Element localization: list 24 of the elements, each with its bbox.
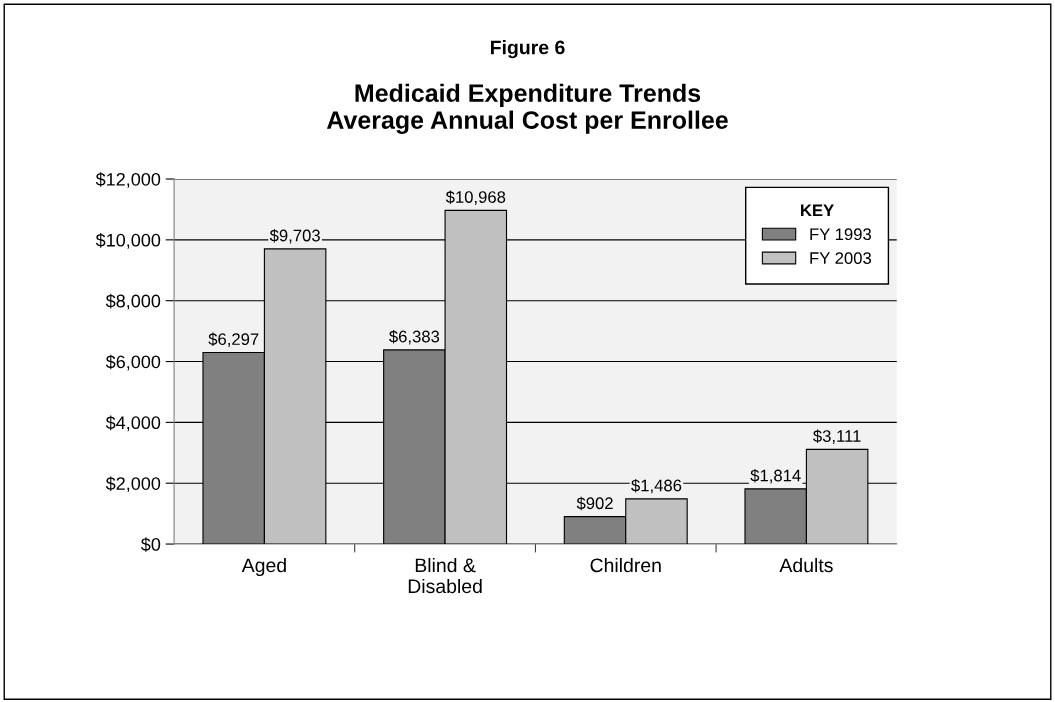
- y-tick-label: $4,000: [105, 415, 161, 432]
- x-tick-label: Children: [590, 557, 661, 573]
- y-tick-label: $2,000: [105, 476, 161, 493]
- x-tick-label: Blind & Disabled: [408, 557, 482, 594]
- y-tick-label: $6,000: [105, 354, 161, 371]
- y-tick-label: $8,000: [105, 293, 161, 310]
- x-tick-label: Adults: [779, 557, 833, 573]
- chart-subtitle: Medicaid Expenditure Trends Average Annual Cost per Enrollee: [326, 83, 728, 134]
- chart-title: Figure 6: [490, 40, 565, 59]
- data-label: $902: [576, 496, 613, 511]
- data-label: $1,486: [631, 478, 682, 494]
- data-label: $6,297: [208, 332, 259, 347]
- data-label: $1,814: [750, 468, 801, 484]
- x-tick-label: Aged: [241, 557, 286, 577]
- data-label: $9,703: [269, 228, 320, 244]
- y-tick-label: $12,000: [95, 172, 161, 188]
- legend-label: FY 2003: [810, 252, 872, 264]
- data-label: $10,968: [445, 190, 506, 205]
- legend-label: FY 1993: [810, 228, 872, 241]
- data-label: $6,383: [389, 329, 440, 345]
- y-tick-label: $0: [140, 537, 161, 552]
- data-label: $3,111: [813, 429, 861, 444]
- y-tick-label: $10,000: [95, 233, 161, 249]
- legend-title: KEY: [801, 204, 834, 217]
